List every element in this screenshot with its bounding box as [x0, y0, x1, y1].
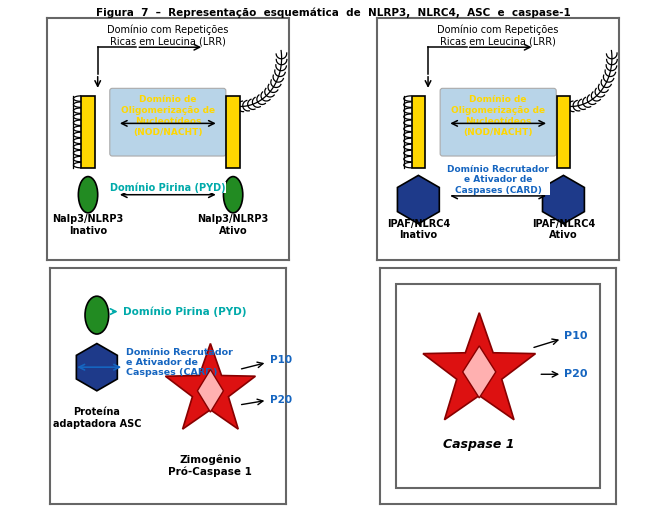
- Text: IPAF/NLRC4
Ativo: IPAF/NLRC4 Ativo: [532, 219, 595, 240]
- Text: P10: P10: [564, 331, 588, 342]
- Text: Zimogênio
Pró-Caspase 1: Zimogênio Pró-Caspase 1: [168, 454, 252, 477]
- Text: Caspase 1: Caspase 1: [444, 438, 515, 451]
- Polygon shape: [197, 370, 223, 412]
- Polygon shape: [77, 344, 117, 391]
- Text: IPAF/NLRC4
Inativo: IPAF/NLRC4 Inativo: [387, 219, 450, 240]
- Text: Domínio Pirina (PYD): Domínio Pirina (PYD): [123, 306, 246, 317]
- Text: Figura  7  –  Representação  esquemática  de  NLRP3,  NLRC4,  ASC  e  caspase-1: Figura 7 – Representação esquemática de …: [96, 8, 570, 18]
- Polygon shape: [423, 313, 535, 420]
- Ellipse shape: [85, 296, 109, 334]
- Text: Proteína
adaptadora ASC: Proteína adaptadora ASC: [53, 407, 141, 429]
- Polygon shape: [398, 175, 440, 224]
- Text: Domínio de
Oligomerização de
Nucleotídeos
(NOD/NACHT): Domínio de Oligomerização de Nucleotídeo…: [451, 95, 545, 137]
- Text: Domínio Pirina (PYD): Domínio Pirina (PYD): [110, 183, 226, 193]
- FancyBboxPatch shape: [440, 88, 556, 156]
- Text: P10: P10: [270, 355, 292, 365]
- Text: Domínio Recrutador
e Ativador de
Caspases (CARD): Domínio Recrutador e Ativador de Caspase…: [127, 347, 233, 378]
- Bar: [396, 284, 600, 488]
- FancyBboxPatch shape: [110, 88, 226, 156]
- Text: Nalp3/NLRP3
Inativo: Nalp3/NLRP3 Inativo: [53, 214, 124, 236]
- Text: P20: P20: [270, 395, 292, 405]
- Text: Nalp3/NLRP3
Ativo: Nalp3/NLRP3 Ativo: [198, 214, 269, 236]
- Text: P20: P20: [564, 369, 588, 379]
- Polygon shape: [165, 344, 256, 429]
- Text: Domínio com Repetições
Ricas em Leucina (LRR): Domínio com Repetições Ricas em Leucina …: [438, 24, 559, 46]
- Bar: [557, 96, 570, 168]
- Polygon shape: [463, 346, 496, 398]
- Text: Domínio com Repetições
Ricas em Leucina (LRR): Domínio com Repetições Ricas em Leucina …: [107, 24, 228, 46]
- Bar: [81, 96, 95, 168]
- Bar: [412, 96, 425, 168]
- Ellipse shape: [224, 177, 243, 213]
- Text: Domínio Recrutador
e Ativador de
Caspases (CARD): Domínio Recrutador e Ativador de Caspase…: [448, 165, 549, 194]
- Bar: [226, 96, 240, 168]
- Ellipse shape: [79, 177, 98, 213]
- Polygon shape: [543, 175, 584, 224]
- Text: Domínio de
Oligomerização de
Nucleotídeos
(NOD/NACHT): Domínio de Oligomerização de Nucleotídeo…: [121, 95, 215, 137]
